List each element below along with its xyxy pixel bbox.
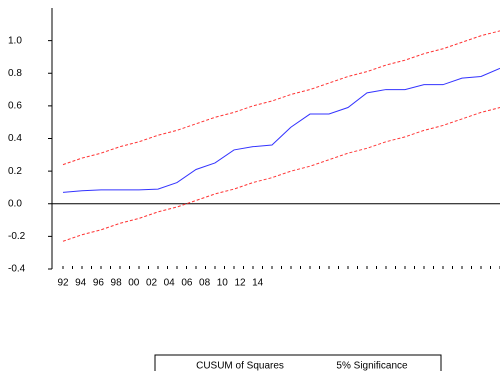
y-tick-label: 0.4 — [8, 133, 22, 144]
series-line — [62, 67, 500, 193]
x-tick-label: 12 — [234, 278, 246, 289]
x-tick-label: 92 — [57, 278, 69, 289]
y-tick-label: 0.0 — [8, 198, 22, 209]
y-tick-label: -0.2 — [8, 231, 26, 242]
series-line — [62, 30, 500, 166]
x-tick-label: 08 — [199, 278, 211, 289]
legend-box — [154, 354, 442, 371]
legend-label: 5% Significance — [336, 361, 408, 371]
y-tick-label: -0.4 — [8, 264, 26, 275]
legend-label: CUSUM of Squares — [196, 361, 284, 371]
x-tick-label: 10 — [217, 278, 229, 289]
x-tick-label: 98 — [111, 278, 123, 289]
x-tick-label: 06 — [181, 278, 193, 289]
x-tick-label: 00 — [128, 278, 140, 289]
x-tick-label: 96 — [93, 278, 105, 289]
y-tick-label: 0.8 — [8, 68, 22, 79]
series-line — [62, 107, 500, 242]
x-tick-label: 04 — [164, 278, 176, 289]
x-tick-label: 02 — [146, 278, 158, 289]
x-tick-label: 14 — [252, 278, 264, 289]
y-tick-label: 1.0 — [8, 35, 22, 46]
y-tick-label: 0.2 — [8, 166, 22, 177]
y-tick-label: 0.6 — [8, 101, 22, 112]
x-tick-label: 94 — [75, 278, 87, 289]
